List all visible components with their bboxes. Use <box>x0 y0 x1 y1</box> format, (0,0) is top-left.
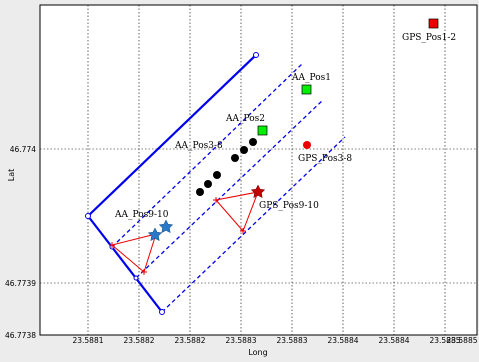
outline-right-edge <box>161 136 346 313</box>
track-line-2 <box>135 99 324 279</box>
vertex-marker-1 <box>109 242 115 248</box>
annotation-aa-pos2: AA_Pos2 <box>225 114 265 124</box>
aa-pos2-marker <box>257 125 268 136</box>
vertex-marker-3 <box>213 197 219 203</box>
annotation-aa-pos3-8: AA_Pos3-8 <box>174 141 223 151</box>
triangle-right <box>215 191 259 232</box>
aa-pos3-8-points <box>196 138 257 196</box>
annotation-gps-pos1-2: GPS_Pos1-2 <box>402 33 456 43</box>
annotation-gps-pos3-8: GPS_Pos3-8 <box>298 154 352 164</box>
outline-vertex-top <box>253 52 259 58</box>
x-tick-labels: 23.5881 23.5882 23.5882 23.5883 23.5883 … <box>72 336 477 345</box>
y-tick-label-2: 46.7739 <box>5 279 36 288</box>
annotation-gps-pos9-10: GPS_Pos9-10 <box>259 201 319 211</box>
outline-vertex-left <box>85 213 91 219</box>
x-tick-label-1: 23.5881 <box>72 336 103 345</box>
track-vertex-2 <box>133 275 139 281</box>
outline-vertex-bottom <box>159 309 165 315</box>
y-axis-title: Lat <box>7 169 16 182</box>
x-tick-label-3: 23.5882 <box>174 336 205 345</box>
triangle-vertex-markers <box>109 197 246 275</box>
gridlines <box>40 5 477 335</box>
aa-pos3-8-point-2 <box>204 180 212 188</box>
gps-pos9-10-star-icon <box>250 184 266 199</box>
vertex-marker-4 <box>240 228 246 234</box>
annotation-aa-pos9-10: AA_Pos9-10 <box>114 210 169 220</box>
aa-pos9-10-star-icon-2 <box>147 227 163 242</box>
gps-pos3-8-marker <box>303 141 311 149</box>
x-tick-label-7: 23.5884 <box>378 336 409 345</box>
gps-pos1-2-marker <box>428 18 439 29</box>
x-tick-label-8: 23.5885 <box>429 336 460 345</box>
aa-pos3-8-point-6 <box>249 138 257 146</box>
triangle-left <box>110 233 157 273</box>
x-tick-label-5: 23.5883 <box>276 336 307 345</box>
x-tick-label-4: 23.5883 <box>225 336 256 345</box>
y-tick-label-1: 46.774 <box>10 145 36 154</box>
x-axis-title: Long <box>248 348 267 357</box>
triangles <box>110 191 259 273</box>
x-tick-label-2: 23.5882 <box>123 336 154 345</box>
aa-pos1-marker <box>301 84 312 95</box>
aa-pos3-8-point-1 <box>196 188 204 196</box>
plot-area <box>39 4 478 336</box>
aa-pos3-8-point-3 <box>213 171 221 179</box>
y-tick-label-3: 46.7738 <box>5 331 36 340</box>
annotations: GPS_Pos1-2 AA_Pos1 AA_Pos2 AA_Pos3-8 GPS… <box>114 33 456 220</box>
x-tick-label-9: 23.5885 <box>446 336 477 345</box>
y-tick-labels: 46.774 46.7739 46.7738 <box>5 145 36 340</box>
vertex-marker-2 <box>141 269 147 275</box>
aa-pos3-8-point-5 <box>240 146 248 154</box>
track-line-1 <box>111 62 304 248</box>
aa-pos9-10-star-icon-1 <box>158 219 174 234</box>
outline-upper-edge <box>87 54 257 217</box>
outline-lower-edge <box>87 215 163 313</box>
annotation-aa-pos1: AA_Pos1 <box>291 73 331 83</box>
aa-pos3-8-point-4 <box>231 154 239 162</box>
x-tick-label-6: 23.5884 <box>327 336 358 345</box>
